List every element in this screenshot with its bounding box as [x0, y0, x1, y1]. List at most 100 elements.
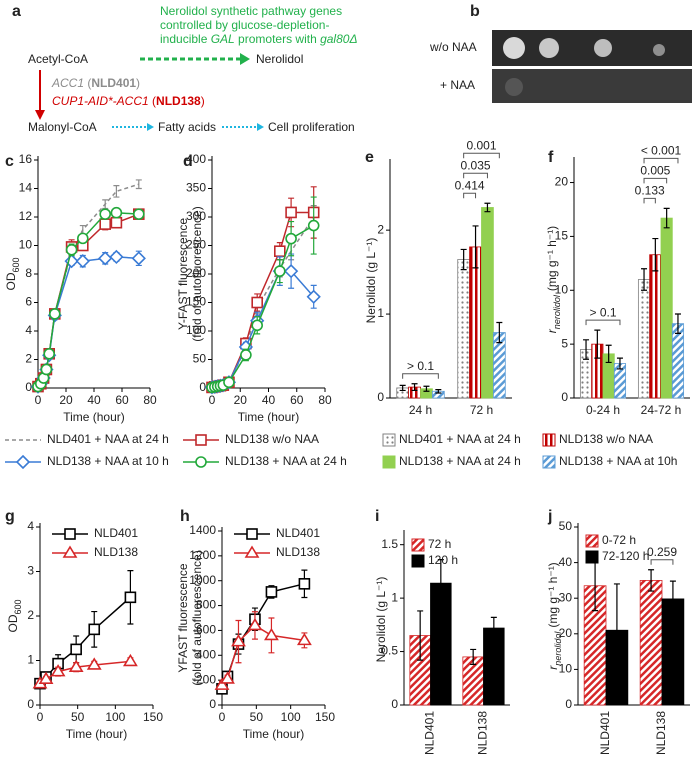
point: [43, 347, 56, 360]
annotation: < 0.001: [641, 144, 682, 158]
x-tick-label: NLD138: [476, 711, 490, 755]
point: [75, 254, 90, 269]
x-axis-label: Time (hour): [66, 727, 128, 741]
x-tick-label: NLD138: [654, 711, 668, 755]
point: [133, 208, 145, 220]
panel-label: i: [375, 508, 379, 525]
arrow-head: [147, 123, 154, 131]
point: [48, 308, 61, 320]
y-tick-label: 16: [19, 152, 33, 166]
paren: ): [136, 76, 140, 90]
legend-label: 72 h: [428, 537, 451, 551]
annotation: 0.259: [647, 545, 677, 559]
legend-marker: [195, 434, 207, 446]
legend-label: NLD138: [94, 545, 138, 559]
legend-swatch: [411, 554, 425, 568]
legend-swatch: [411, 538, 425, 552]
y-tick-label: 10: [19, 238, 33, 252]
y-tick-label: 20: [559, 626, 573, 640]
point: [88, 623, 101, 636]
legend-label: NLD401 + NAA at 24 h: [399, 432, 521, 446]
point: [223, 376, 235, 389]
point: [124, 591, 137, 604]
y-tick-label: 0: [27, 697, 34, 711]
y-tick-label: 400: [196, 647, 216, 661]
error-bar: [605, 344, 612, 364]
y-axis-label: Y-FAST fluorescence: [176, 218, 190, 330]
legend-label: NLD138 + NAA at 10h: [559, 454, 677, 468]
error-bar: [113, 185, 120, 198]
y-tick-label: 5: [561, 336, 568, 350]
error-bar: [616, 357, 623, 370]
legend-label: 72-120 h: [602, 549, 649, 563]
y-tick-label: 1000: [189, 573, 216, 587]
pathway-diagram: a Nerolidol synthetic pathway genes cont…: [12, 3, 358, 134]
y-axis-label: Nerolidol (g L⁻¹): [374, 577, 388, 663]
y-tick-label: 1.5: [381, 537, 398, 551]
legend-label: NLD138 + NAA at 24 h: [225, 454, 347, 468]
y-tick-label: 50: [193, 352, 207, 366]
legend-label: NLD401 + NAA at 24 h: [47, 432, 169, 446]
legend-swatch: [382, 455, 396, 469]
x-tick-label: 80: [318, 393, 332, 407]
product: Nerolidol: [256, 52, 303, 66]
series-line: [39, 596, 131, 685]
bracket: [650, 559, 674, 565]
legend-marker: [64, 528, 76, 540]
legend-marker: [195, 456, 207, 468]
strain-label: ACC1 (NLD401): [51, 76, 140, 90]
point: [86, 657, 102, 670]
point: [298, 578, 311, 590]
y-tick-label: 0: [561, 390, 568, 404]
error-bar: [641, 268, 648, 291]
label-sub: nerolidol: [553, 631, 563, 666]
label-part: OD: [6, 614, 20, 632]
y-tick-label: 200: [196, 672, 216, 686]
y-tick-label: 2: [27, 608, 34, 622]
x-tick-label: 0-24 h: [586, 403, 620, 417]
bar: [671, 323, 685, 399]
y-axis-label: Nerolidol (g L⁻¹): [364, 238, 378, 324]
point: [296, 632, 312, 646]
point: [251, 296, 263, 309]
label-part: Nerolidol (g L⁻¹): [374, 577, 388, 663]
strain: NLD401: [91, 76, 136, 90]
error-bar: [648, 569, 655, 592]
legend-label: NLD138 w/o NAA: [225, 432, 319, 446]
note-part: GAL: [211, 32, 235, 46]
y-tick-label: 10: [555, 282, 569, 296]
bar: [481, 207, 494, 399]
strain-label: CUP1-AID*-ACC1 (NLD138): [52, 94, 205, 108]
gene: ACC1: [51, 76, 84, 90]
y-tick-label: 6: [25, 295, 32, 309]
paren: (: [84, 76, 91, 90]
bracket: [643, 197, 656, 204]
legend-label: 120 h: [428, 553, 458, 567]
point: [70, 643, 82, 656]
point: [131, 251, 146, 266]
x-tick-label: 24 h: [409, 403, 432, 417]
x-tick-label: 60: [290, 393, 304, 407]
substrate: Acetyl-CoA: [28, 52, 88, 66]
y-tick-label: 10: [559, 662, 573, 676]
paren: ): [201, 94, 205, 108]
bar: [637, 279, 651, 399]
y-axis-label: (fold of autofluorescence): [190, 550, 204, 685]
x-tick-label: 150: [143, 710, 163, 724]
point: [240, 349, 252, 361]
bar: [469, 246, 482, 399]
panel-label: c: [5, 153, 14, 170]
error-bar: [652, 237, 659, 272]
y-tick-label: 1200: [189, 548, 216, 562]
y-tick-label: 400: [186, 152, 206, 166]
panel-label: d: [183, 153, 193, 170]
point: [99, 208, 111, 220]
x-tick-label: 50: [250, 710, 264, 724]
legend-label: NLD138: [276, 545, 320, 559]
bracket: [402, 373, 439, 379]
error-bar: [496, 321, 503, 344]
point: [109, 249, 124, 265]
y-tick-label: 8: [25, 266, 32, 280]
error-bar: [472, 225, 479, 269]
error-bar: [460, 248, 467, 271]
